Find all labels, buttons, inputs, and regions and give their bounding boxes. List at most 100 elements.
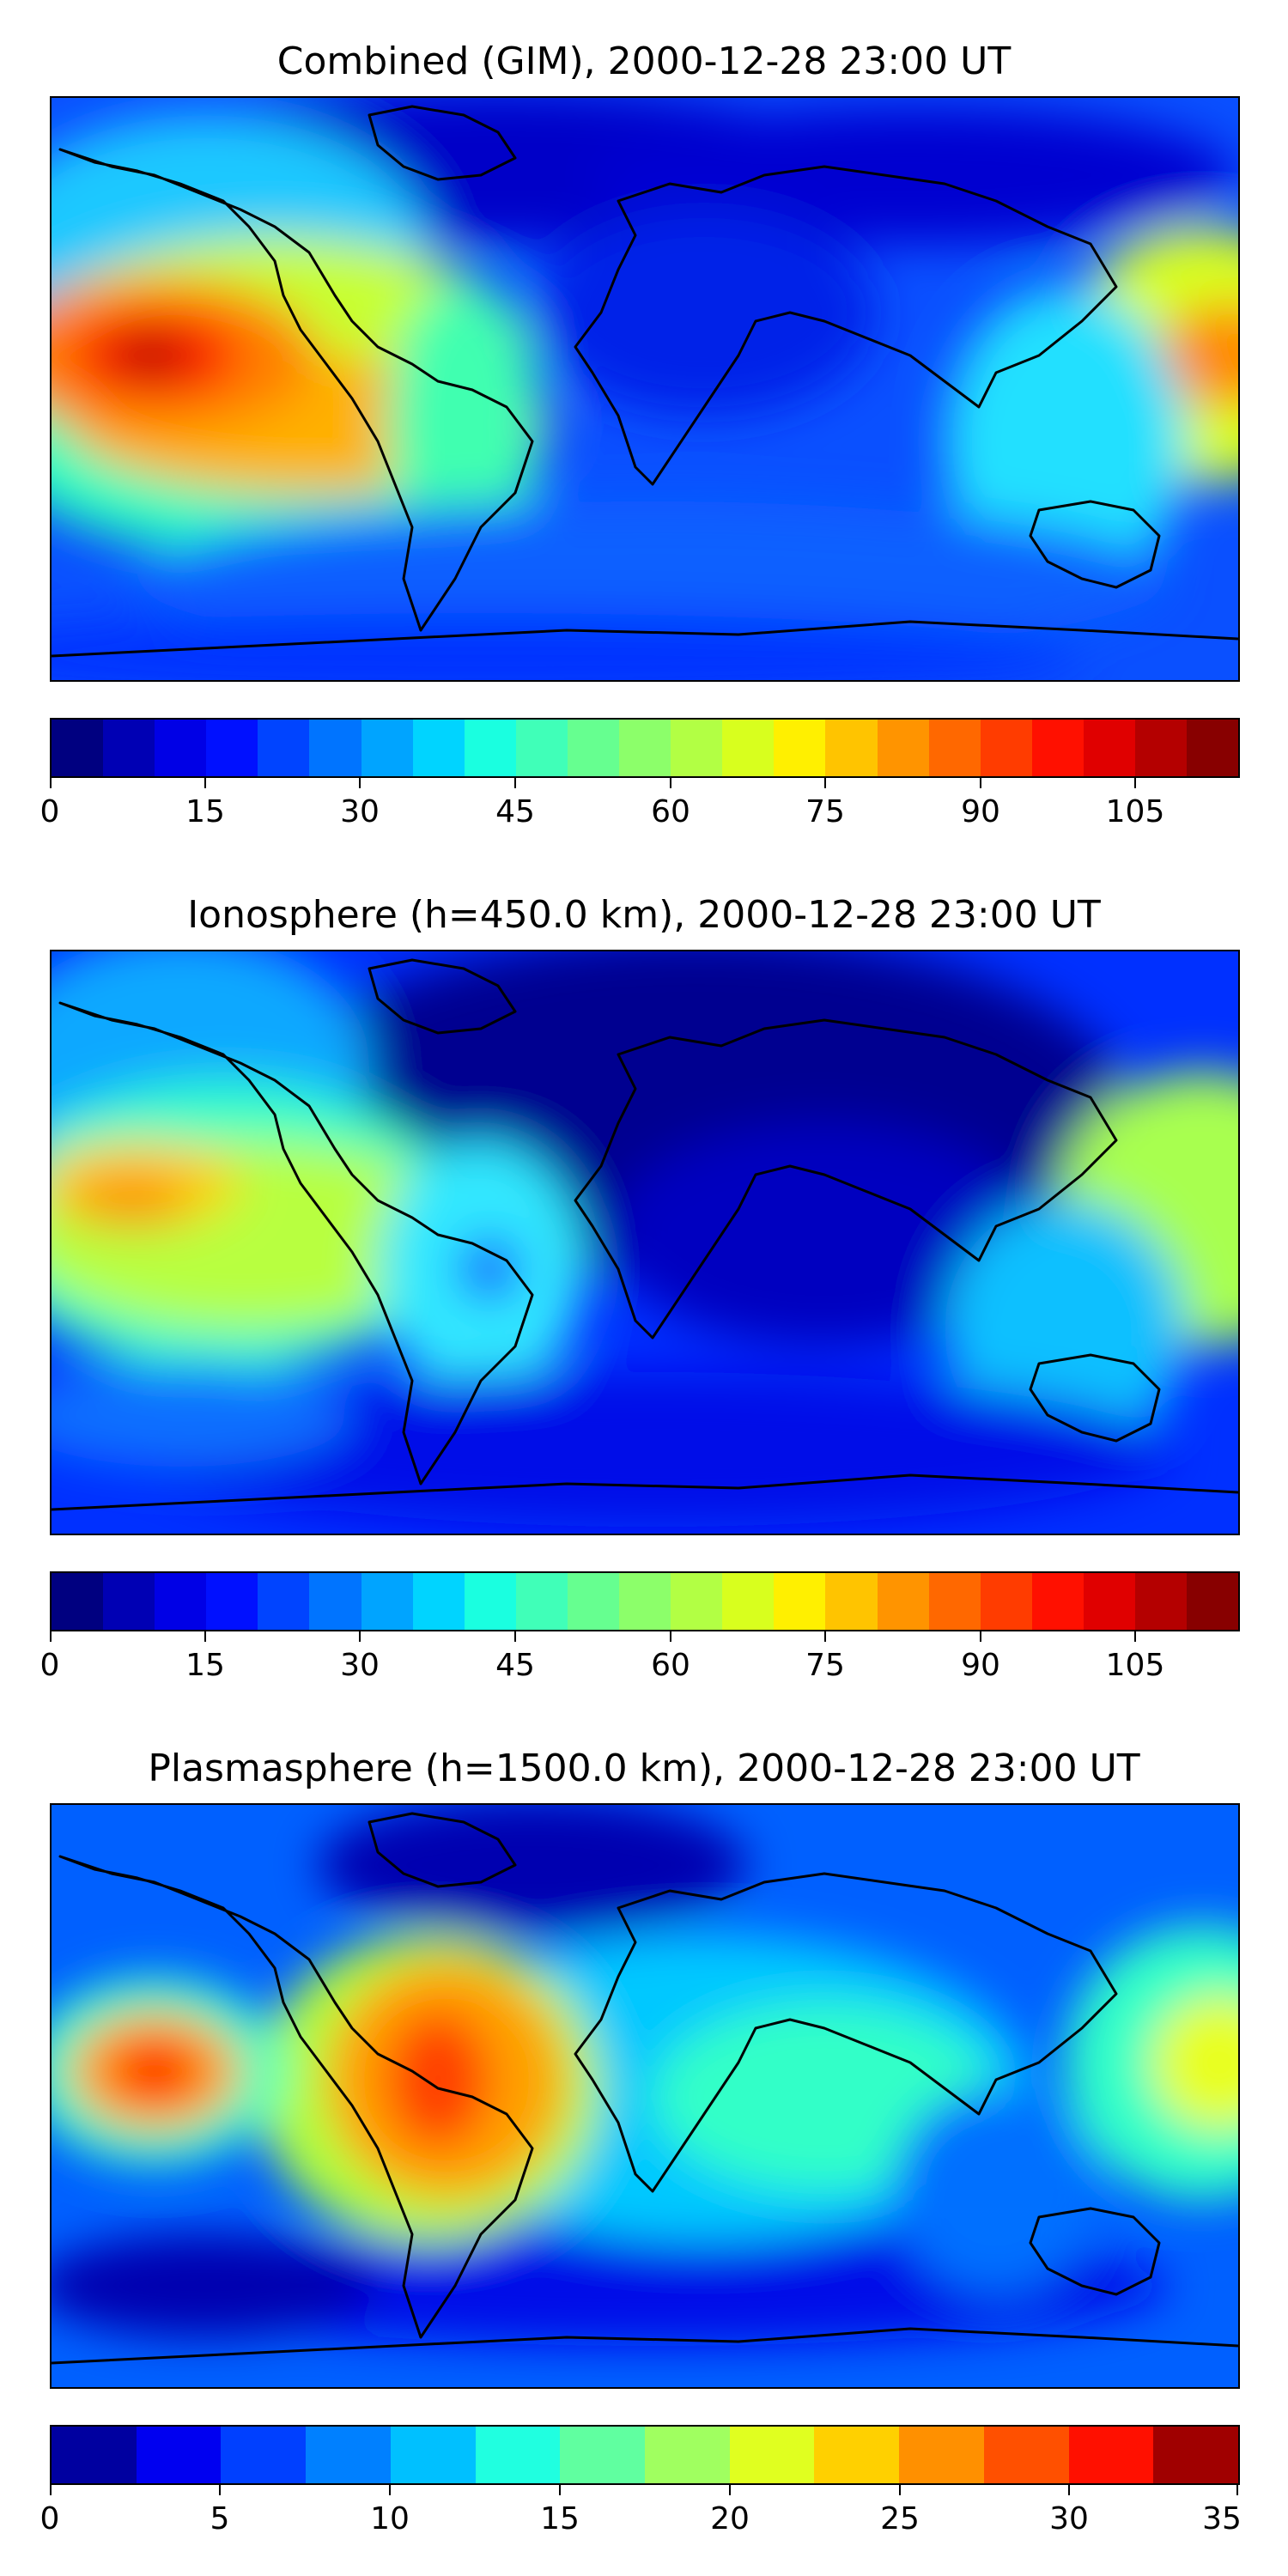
colorbar-segment <box>645 2427 730 2483</box>
colorbar-segment <box>671 1573 723 1630</box>
colorbar-segment <box>136 2427 222 2483</box>
tick-label: 60 <box>651 794 690 829</box>
colorbar-segment <box>1187 1573 1239 1630</box>
tick-label: 45 <box>495 1648 535 1683</box>
colorbar-segment <box>729 2427 815 2483</box>
tick-mark <box>670 1631 671 1642</box>
tick-mark <box>670 778 671 788</box>
colorbar-segment <box>412 1573 465 1630</box>
colorbar-plasmasphere <box>50 2425 1240 2485</box>
colorbar-segment <box>390 2427 476 2483</box>
colorbar-segment <box>309 720 361 776</box>
colorbar-segment <box>619 1573 671 1630</box>
colorbar-segment <box>52 720 104 776</box>
colorbar-segment <box>103 720 155 776</box>
colorbar-segment <box>306 2427 391 2483</box>
tick-label: 0 <box>39 794 60 829</box>
tick-label: 75 <box>805 794 845 829</box>
colorbar-combined <box>50 718 1240 778</box>
tick-mark <box>1236 2485 1238 2495</box>
colorbar-segment <box>619 720 671 776</box>
tick-mark <box>50 778 52 788</box>
colorbar-segment <box>899 2427 984 2483</box>
colorbar-segment <box>1083 720 1135 776</box>
colorbar-segment <box>1134 1573 1188 1630</box>
tick-mark <box>204 1631 206 1642</box>
colorbar-segment <box>103 1573 155 1630</box>
panel-title-ionosphere: Ionosphere (h=450.0 km), 2000-12-28 23:0… <box>187 893 1101 937</box>
tick-label: 105 <box>1105 1648 1165 1683</box>
tick-label: 90 <box>961 1648 1000 1683</box>
tick-mark <box>50 2485 52 2495</box>
tick-mark <box>559 2485 561 2495</box>
colorbar-segment <box>155 720 207 776</box>
tick-mark <box>980 778 981 788</box>
tick-mark <box>1068 2485 1070 2495</box>
colorbar-segment <box>464 1573 516 1630</box>
colorbar-ticks-plasmasphere: 0 5 10 15 20 25 30 35 <box>40 2485 1242 2537</box>
map-combined <box>50 96 1240 682</box>
colorbar-segment <box>52 1573 104 1630</box>
colorbar-segment <box>1068 2427 1154 2483</box>
tick-mark <box>514 1631 516 1642</box>
tick-label: 15 <box>540 2501 580 2537</box>
panel-title-plasmasphere: Plasmasphere (h=1500.0 km), 2000-12-28 2… <box>148 1747 1140 1790</box>
colorbar-segment <box>877 1573 929 1630</box>
tick-label: 45 <box>495 794 535 829</box>
colorbar-segment <box>877 720 929 776</box>
colorbar-segment <box>825 1573 878 1630</box>
tick-label: 105 <box>1105 794 1165 829</box>
colorbar-segment <box>309 1573 361 1630</box>
tec-map-ionosphere <box>52 951 1238 1534</box>
colorbar-segment <box>774 1573 826 1630</box>
tick-label: 35 <box>1202 2501 1242 2537</box>
tick-label: 15 <box>185 1648 225 1683</box>
colorbar-segment <box>52 2427 137 2483</box>
tick-label: 60 <box>651 1648 690 1683</box>
tick-mark <box>204 778 206 788</box>
colorbar-ticks-ionosphere: 0 15 30 45 60 75 90 105 <box>40 1631 1240 1683</box>
tick-mark <box>824 1631 826 1642</box>
colorbar-segment <box>1031 1573 1084 1630</box>
tick-mark <box>980 1631 981 1642</box>
tick-mark <box>824 778 826 788</box>
colorbar-segment <box>1083 1573 1135 1630</box>
colorbar-segment <box>361 1573 413 1630</box>
colorbar-segment <box>475 2427 561 2483</box>
tick-mark <box>1134 1631 1136 1642</box>
colorbar-segment <box>928 1573 981 1630</box>
colorbar-segment <box>722 1573 775 1630</box>
colorbar-segment <box>980 1573 1032 1630</box>
tick-label: 30 <box>340 1648 380 1683</box>
colorbar-segment <box>221 2427 307 2483</box>
panel-title-combined: Combined (GIM), 2000-12-28 23:00 UT <box>276 39 1012 83</box>
colorbar-segment <box>155 1573 207 1630</box>
colorbar-segment <box>464 720 516 776</box>
tec-map-plasmasphere <box>52 1805 1238 2387</box>
colorbar-segment <box>560 2427 646 2483</box>
colorbar-segment <box>1031 720 1084 776</box>
tick-label: 75 <box>805 1648 845 1683</box>
colorbar-segment <box>980 720 1032 776</box>
tick-mark <box>219 2485 221 2495</box>
map-ionosphere <box>50 950 1240 1535</box>
tick-label: 90 <box>961 794 1000 829</box>
tick-mark <box>729 2485 731 2495</box>
colorbar-segment <box>515 720 568 776</box>
tick-label: 5 <box>210 2501 230 2537</box>
colorbar-segment <box>567 1573 620 1630</box>
map-plasmasphere <box>50 1803 1240 2389</box>
colorbar-segment <box>983 2427 1069 2483</box>
colorbar-segment <box>825 720 878 776</box>
tick-mark <box>359 778 361 788</box>
colorbar-segment <box>361 720 413 776</box>
tick-label: 15 <box>185 794 225 829</box>
colorbar-segment <box>515 1573 568 1630</box>
colorbar-ticks-combined: 0 15 30 45 60 75 90 105 <box>40 778 1240 829</box>
colorbar-segment <box>814 2427 900 2483</box>
tick-mark <box>50 1631 52 1642</box>
colorbar-segment <box>1153 2427 1239 2483</box>
tick-mark <box>1134 778 1136 788</box>
tick-label: 10 <box>370 2501 410 2537</box>
colorbar-segment <box>258 1573 310 1630</box>
